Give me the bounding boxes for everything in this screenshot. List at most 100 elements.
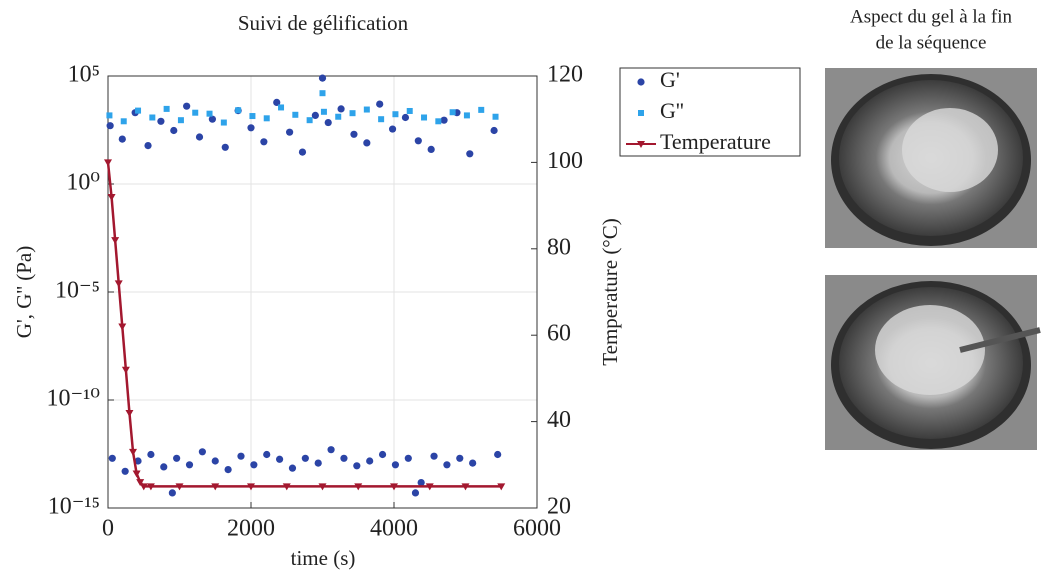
y2-tick-label: 40 bbox=[547, 407, 571, 433]
point bbox=[195, 133, 204, 141]
photo bbox=[825, 68, 1037, 248]
point bbox=[430, 452, 438, 460]
y2-tick-label: 60 bbox=[547, 321, 571, 347]
point bbox=[497, 483, 506, 491]
point bbox=[311, 111, 319, 119]
point bbox=[224, 465, 232, 474]
point bbox=[327, 446, 335, 454]
point bbox=[401, 113, 410, 122]
legend bbox=[619, 67, 801, 157]
point bbox=[121, 467, 129, 475]
point bbox=[363, 106, 370, 113]
point bbox=[421, 114, 428, 121]
point bbox=[378, 450, 387, 459]
point bbox=[250, 461, 258, 469]
point bbox=[107, 193, 116, 201]
point bbox=[208, 115, 216, 123]
point bbox=[168, 489, 176, 497]
point bbox=[314, 459, 322, 467]
point bbox=[177, 117, 184, 124]
point bbox=[404, 454, 412, 462]
point bbox=[206, 110, 213, 117]
point bbox=[378, 116, 385, 123]
point bbox=[221, 143, 229, 151]
point bbox=[235, 107, 242, 114]
point bbox=[427, 145, 435, 153]
point bbox=[173, 454, 181, 462]
point bbox=[211, 457, 219, 465]
point bbox=[129, 448, 138, 456]
point bbox=[249, 113, 256, 120]
point bbox=[324, 118, 332, 127]
point bbox=[247, 483, 255, 491]
point bbox=[149, 114, 156, 121]
point bbox=[121, 366, 130, 374]
point bbox=[363, 139, 371, 147]
point bbox=[492, 113, 499, 120]
point bbox=[298, 148, 307, 156]
point bbox=[320, 108, 327, 115]
point bbox=[136, 479, 145, 487]
point bbox=[306, 117, 313, 124]
point bbox=[276, 455, 284, 463]
point bbox=[440, 116, 448, 124]
chart-title: Suivi de gélification bbox=[238, 11, 409, 35]
point bbox=[106, 112, 113, 119]
point bbox=[160, 463, 168, 471]
point bbox=[350, 130, 358, 138]
x-tick-label: 6000 bbox=[513, 516, 561, 542]
point bbox=[390, 483, 398, 491]
y-tick-label: 10⁻¹⁰ bbox=[47, 386, 100, 412]
legend-label: G' bbox=[660, 67, 680, 92]
point bbox=[388, 125, 397, 133]
x-tick-label: 0 bbox=[102, 516, 114, 542]
point bbox=[417, 478, 425, 487]
point bbox=[132, 470, 141, 478]
point bbox=[490, 126, 498, 135]
point bbox=[443, 461, 451, 469]
point bbox=[198, 448, 206, 456]
photo bbox=[825, 275, 1041, 450]
point bbox=[111, 237, 120, 245]
point bbox=[120, 118, 127, 125]
point bbox=[456, 454, 464, 462]
point bbox=[406, 107, 413, 114]
y2-axis-label: Temperature (°C) bbox=[598, 218, 622, 365]
point bbox=[263, 450, 271, 459]
point bbox=[366, 457, 374, 465]
point bbox=[286, 128, 294, 136]
point bbox=[134, 457, 142, 465]
point bbox=[170, 126, 178, 135]
y2-tick-label: 120 bbox=[547, 62, 583, 88]
point bbox=[278, 104, 285, 111]
point bbox=[478, 106, 485, 113]
legend-label: Temperature bbox=[660, 129, 771, 154]
photo-caption: de la séquence bbox=[876, 32, 987, 53]
y2-tick-label: 100 bbox=[547, 148, 583, 174]
point bbox=[260, 138, 268, 146]
point bbox=[466, 150, 474, 158]
point bbox=[288, 464, 297, 472]
y-tick-label: 10⁵ bbox=[68, 62, 100, 88]
point bbox=[353, 462, 361, 470]
point bbox=[425, 483, 434, 491]
point bbox=[144, 141, 152, 150]
point bbox=[318, 483, 327, 491]
point bbox=[376, 100, 384, 108]
y-tick-label: 10⁻¹⁵ bbox=[48, 494, 100, 520]
point bbox=[237, 452, 245, 460]
point bbox=[125, 409, 134, 417]
legend-marker bbox=[638, 110, 644, 116]
point bbox=[435, 118, 442, 125]
point bbox=[139, 483, 148, 491]
point bbox=[157, 117, 165, 125]
point bbox=[319, 90, 326, 97]
point bbox=[349, 110, 356, 117]
point bbox=[392, 111, 399, 118]
point bbox=[118, 323, 127, 331]
point bbox=[114, 280, 123, 288]
point bbox=[461, 483, 470, 491]
point bbox=[391, 461, 400, 469]
y-axis-label: G', G'' (Pa) bbox=[12, 246, 36, 338]
point bbox=[106, 122, 114, 130]
